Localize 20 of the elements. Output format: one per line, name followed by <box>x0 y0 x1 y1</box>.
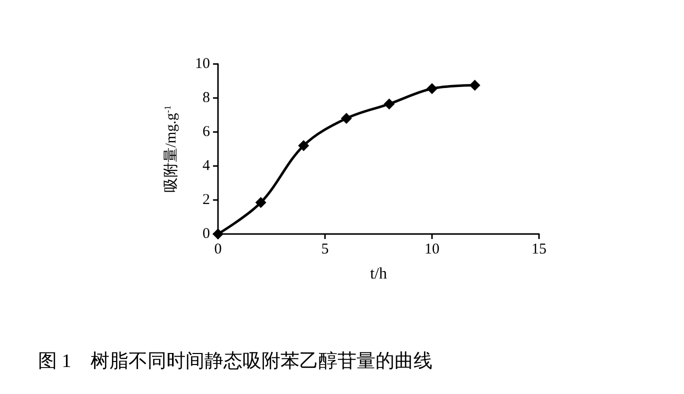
point <box>340 112 352 124</box>
point <box>384 98 395 110</box>
y-tick-label: 10 <box>195 56 210 72</box>
y-tick-label: 0 <box>202 226 210 242</box>
y-axis-title: 吸附量/mg.g-1 <box>162 105 180 193</box>
y-tick-label: 6 <box>202 124 210 140</box>
y-tick-label: 8 <box>202 90 210 106</box>
point <box>298 140 310 152</box>
x-tick-label: 5 <box>321 242 329 258</box>
point <box>212 228 224 240</box>
point <box>426 83 438 94</box>
x-tick-label: 10 <box>424 242 440 258</box>
x-axis-title: t/h <box>370 266 387 282</box>
x-tick-label: 15 <box>532 242 546 258</box>
x-tick-label: 0 <box>214 242 222 258</box>
y-tick-label: 4 <box>202 158 210 174</box>
y-tick-label: 2 <box>202 192 210 208</box>
text: 图 1 树脂不同时间静态吸附苯乙醇苷量的曲线 <box>38 351 432 372</box>
point <box>469 80 480 91</box>
point <box>255 197 266 208</box>
